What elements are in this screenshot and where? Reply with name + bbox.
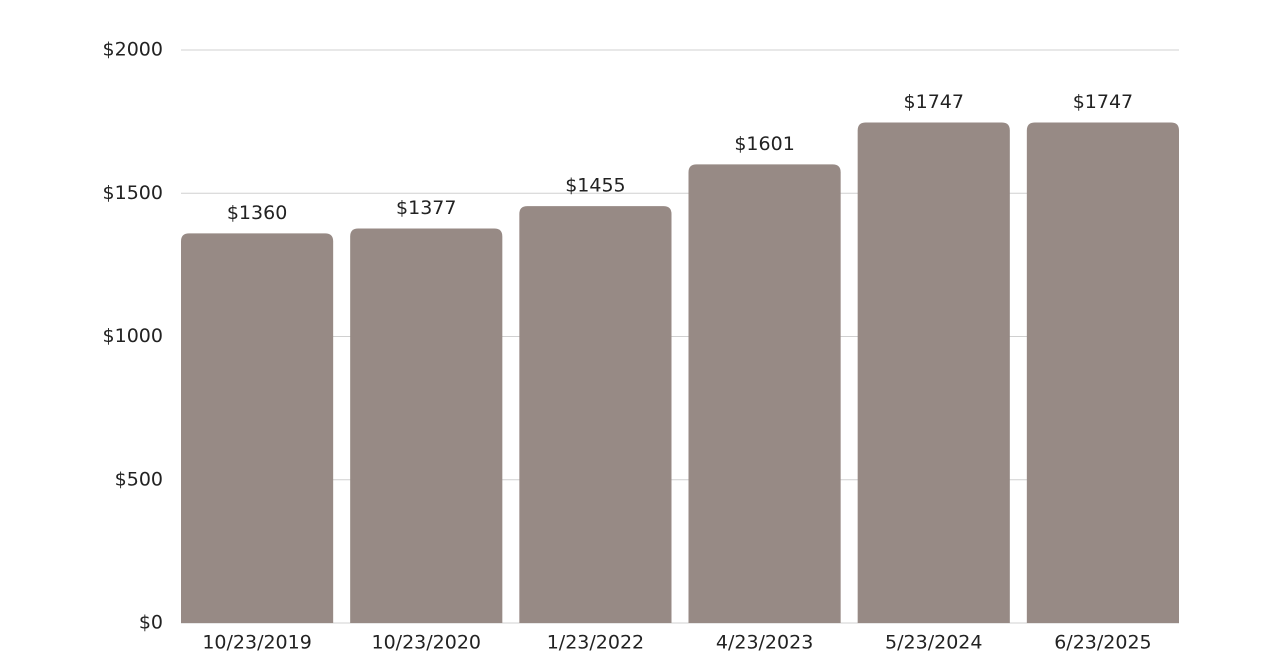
value-label: $1377 <box>396 197 456 219</box>
bar <box>688 164 841 623</box>
y-tick-label: $1000 <box>103 325 163 347</box>
bar <box>519 206 672 623</box>
bar <box>350 228 503 623</box>
bar <box>1026 122 1179 623</box>
value-label: $1360 <box>227 202 287 224</box>
x-tick-label: 10/23/2019 <box>202 632 312 654</box>
bar <box>857 122 1010 623</box>
y-tick-label: $0 <box>139 612 163 634</box>
x-tick-label: 1/23/2022 <box>547 632 644 654</box>
value-label: $1455 <box>565 175 625 197</box>
x-tick-label: 10/23/2020 <box>371 632 481 654</box>
x-tick-label: 5/23/2024 <box>885 632 982 654</box>
value-label: $1747 <box>904 91 964 113</box>
x-tick-label: 6/23/2025 <box>1054 632 1151 654</box>
y-tick-label: $1500 <box>103 182 163 204</box>
x-tick-label: 4/23/2023 <box>716 632 813 654</box>
value-label: $1747 <box>1073 91 1133 113</box>
y-tick-label: $2000 <box>103 39 163 61</box>
y-tick-label: $500 <box>115 468 163 490</box>
value-label: $1601 <box>734 133 794 155</box>
bar <box>181 233 334 624</box>
